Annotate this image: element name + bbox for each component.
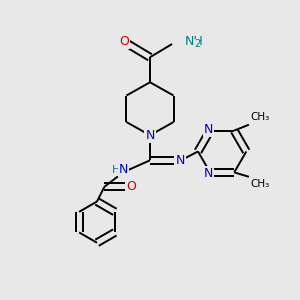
Text: O: O: [126, 180, 136, 193]
Text: N: N: [145, 129, 155, 142]
Text: NH: NH: [184, 34, 203, 48]
Text: O: O: [119, 34, 129, 48]
Text: CH₃: CH₃: [250, 112, 270, 122]
Text: N: N: [204, 123, 213, 136]
Text: H: H: [112, 165, 120, 175]
Text: 2: 2: [194, 39, 200, 49]
Text: N: N: [119, 163, 128, 176]
Text: CH₃: CH₃: [250, 179, 270, 189]
Text: N: N: [175, 154, 185, 167]
Text: N: N: [204, 167, 213, 180]
